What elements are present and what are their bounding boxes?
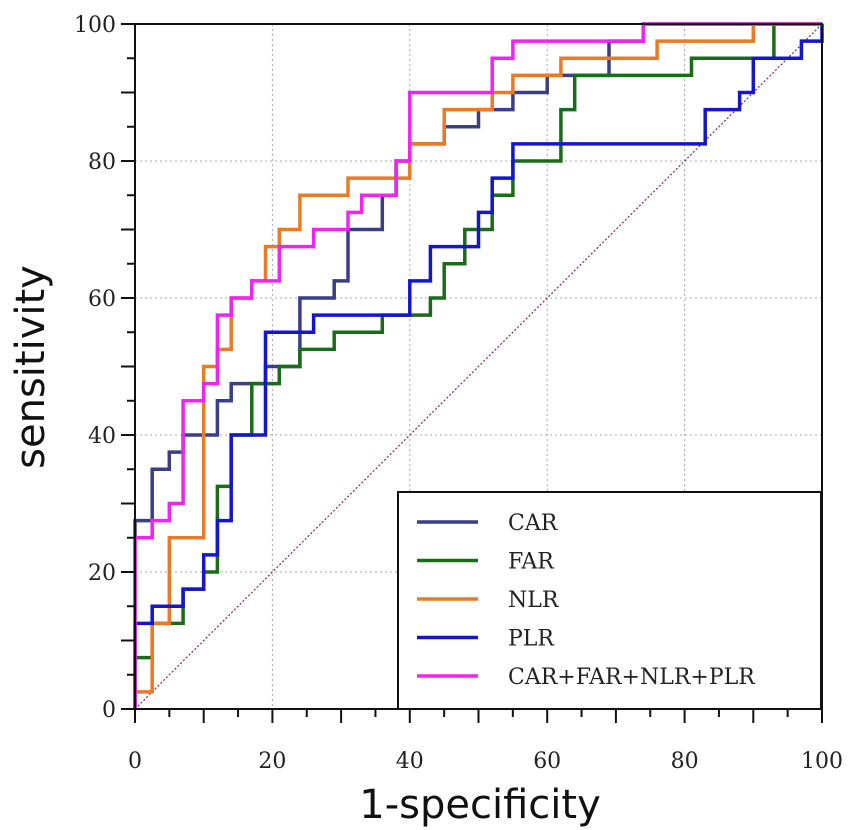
legend-label-car: CAR xyxy=(508,511,559,536)
series-lines xyxy=(133,22,824,709)
x-tick-label: 0 xyxy=(128,749,142,774)
legend-label-car-far-nlr-plr: CAR+FAR+NLR+PLR xyxy=(508,665,756,690)
y-tick-label: 60 xyxy=(88,287,116,312)
x-axis-title: 1-specificity xyxy=(359,782,600,828)
series-line-plr xyxy=(133,24,824,709)
y-tick-label: 100 xyxy=(74,13,116,38)
legend-label-far: FAR xyxy=(508,550,555,575)
legend-label-plr: PLR xyxy=(508,627,555,652)
series-line-nlr xyxy=(133,22,822,709)
y-tick-label: 20 xyxy=(88,561,116,586)
x-tick-label: 80 xyxy=(671,749,699,774)
axis-ticks: 0 20 40 60 80 100 0 20 40 60 80 100 xyxy=(74,13,843,774)
legend-label-nlr: NLR xyxy=(508,588,560,613)
reference-diagonal xyxy=(134,23,823,710)
x-tick-label: 60 xyxy=(533,749,561,774)
series-line-car-far-nlr-plr xyxy=(133,22,822,709)
y-axis-title: sensitivity xyxy=(8,265,54,469)
y-tick-label: 80 xyxy=(88,150,116,175)
x-tick-label: 20 xyxy=(258,749,286,774)
y-tick-label: 0 xyxy=(102,698,116,723)
x-tick-label: 100 xyxy=(801,749,843,774)
y-tick-label: 40 xyxy=(88,424,116,449)
legend: CAR FAR NLR PLR CAR+FAR+NLR+PLR xyxy=(397,491,822,710)
x-tick-label: 40 xyxy=(396,749,424,774)
reference-line xyxy=(134,23,823,710)
